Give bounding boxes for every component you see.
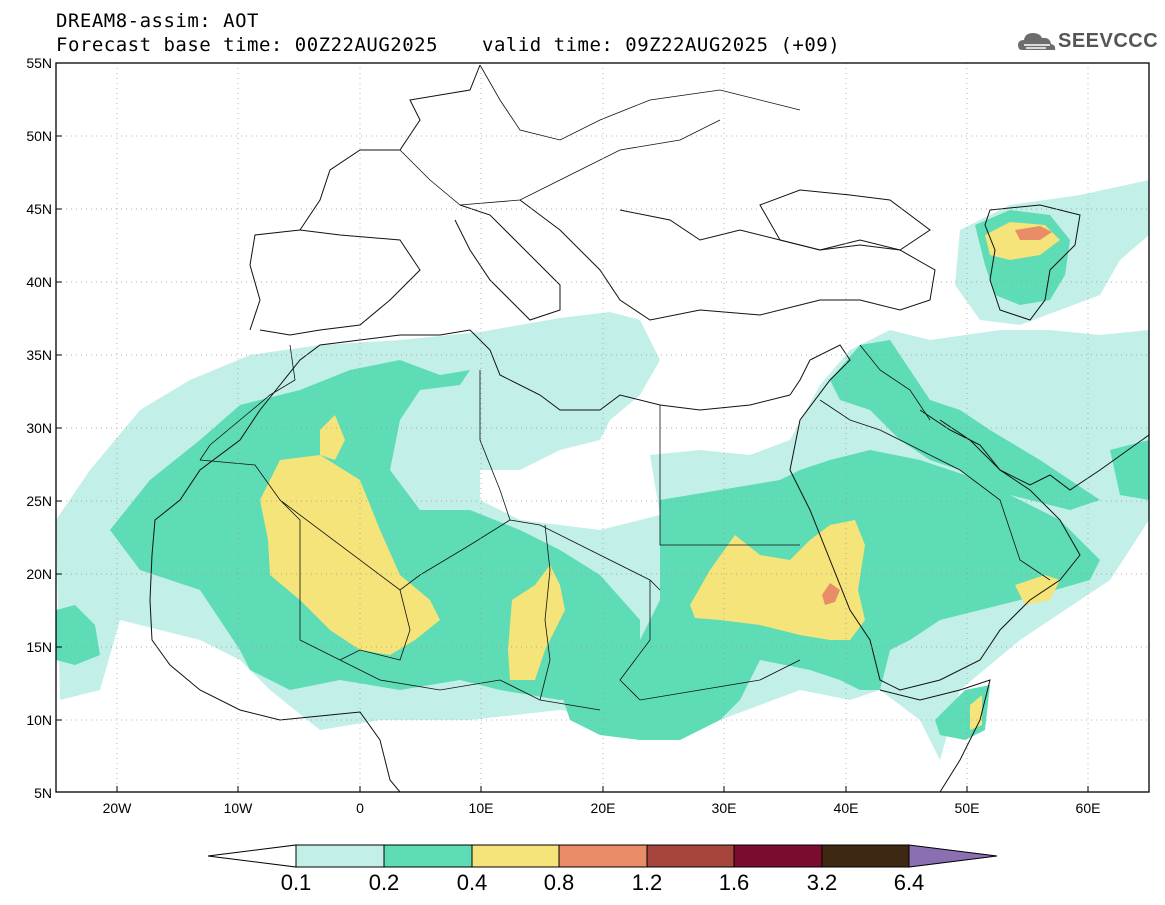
colorbar-label-3.2: 3.2 [806, 870, 838, 895]
border-arabia [819, 399, 1051, 581]
lat-label-50n: 50N [26, 128, 52, 144]
coastline-caspian [984, 204, 1081, 321]
colorbar-label-0.8: 0.8 [543, 870, 575, 895]
lat-label-55n: 55N [26, 55, 52, 71]
colorbar-swatch-6 [733, 844, 823, 868]
coastline-gulf [939, 419, 1149, 491]
valid-time: valid time: 09Z22AUG2025 (+09) [482, 34, 841, 56]
colorbar-swatch-3 [471, 844, 560, 868]
colorbar-label-0.2: 0.2 [368, 870, 400, 895]
aot-band-0.4-oman [1015, 575, 1060, 605]
aot-band-0.4-chad [508, 565, 565, 680]
lon-label-50e: 50E [954, 800, 980, 816]
axis-ticks [56, 135, 1089, 792]
graticule [56, 63, 1149, 792]
aot-band-0.4-sahel [260, 455, 440, 655]
border-mali-algeria [279, 499, 511, 591]
colorbar-label-0.1: 0.1 [280, 870, 312, 895]
lat-label-25n: 25N [26, 493, 52, 509]
lon-label-10w: 10W [223, 800, 253, 816]
aot-band-0.2-coast [56, 605, 100, 665]
border-europe-2 [479, 64, 801, 141]
colorbar-under-arrow [207, 844, 297, 868]
country-borders [199, 64, 1051, 711]
colorbar [207, 844, 998, 868]
lon-label-20w: 20W [102, 800, 132, 816]
coastline-france-uk [299, 64, 481, 231]
lon-label-30e: 30E [711, 800, 737, 816]
lon-label-20e: 20E [590, 800, 616, 816]
coastline-west-africa [149, 554, 401, 792]
aot-band-0.4-sudan [690, 520, 865, 640]
border-sudan-south [619, 580, 801, 701]
seevccc-logo-icon [1018, 33, 1056, 50]
coastlines [149, 64, 1149, 792]
forecast-base-time: Forecast base time: 00Z22AUG2025 [56, 34, 439, 56]
aot-band-0.4-wsahara [320, 415, 345, 460]
aot-band-0.8-caspian [1015, 226, 1052, 240]
coastline-north-africa [151, 329, 791, 556]
colorbar-over-arrow [908, 844, 998, 868]
colorbar-label-6.4: 6.4 [893, 870, 925, 895]
lon-label-10e: 10E [468, 800, 494, 816]
border-europe-1 [399, 119, 721, 206]
map-title: DREAM8-assim: AOT [56, 10, 259, 32]
colorbar-swatch-1 [295, 844, 385, 868]
lat-label-15n: 15N [26, 639, 52, 655]
lat-label-20n: 20N [26, 566, 52, 582]
coastline-iberia [249, 229, 421, 336]
lon-label-0: 0 [356, 800, 364, 816]
coastline-black-sea [759, 189, 931, 251]
aot-band-0.1-gulf [1095, 340, 1149, 460]
lon-label-60e: 60E [1075, 800, 1101, 816]
logo-text: SEEVCCC [1058, 30, 1159, 52]
coastline-levant-arabia [789, 344, 1081, 691]
coastline-italy [454, 204, 561, 321]
colorbar-label-1.6: 1.6 [718, 870, 750, 895]
lat-label-45n: 45N [26, 201, 52, 217]
border-iraq-iran [859, 344, 931, 421]
lat-label-10n: 10N [26, 712, 52, 728]
border-egypt [659, 405, 800, 546]
lat-label-5n: 5N [34, 785, 52, 801]
aot-band-0.8-eritrea [822, 583, 840, 605]
coastline-balkans-turkey [519, 199, 936, 321]
lat-label-35n: 35N [26, 347, 52, 363]
colorbar-label-0.4: 0.4 [456, 870, 488, 895]
coastline-horn-africa [879, 679, 991, 792]
colorbar-label-1.2: 1.2 [631, 870, 663, 895]
aot-band-0.2-levant [830, 340, 1100, 510]
lat-label-40n: 40N [26, 274, 52, 290]
lon-label-40e: 40E [833, 800, 859, 816]
colorbar-swatch-2 [383, 844, 473, 868]
border-niger [339, 589, 411, 661]
colorbar-swatch-5 [646, 844, 735, 868]
border-morocco-algeria [199, 344, 296, 461]
colorbar-swatch-7 [821, 844, 910, 868]
colorbar-swatch-4 [558, 844, 648, 868]
border-sahel-south [299, 639, 601, 711]
aot-field [56, 180, 1149, 760]
aot-band-0.2-gulf [1110, 440, 1149, 500]
border-chad-sudan [539, 524, 551, 701]
lat-label-30n: 30N [26, 420, 52, 436]
